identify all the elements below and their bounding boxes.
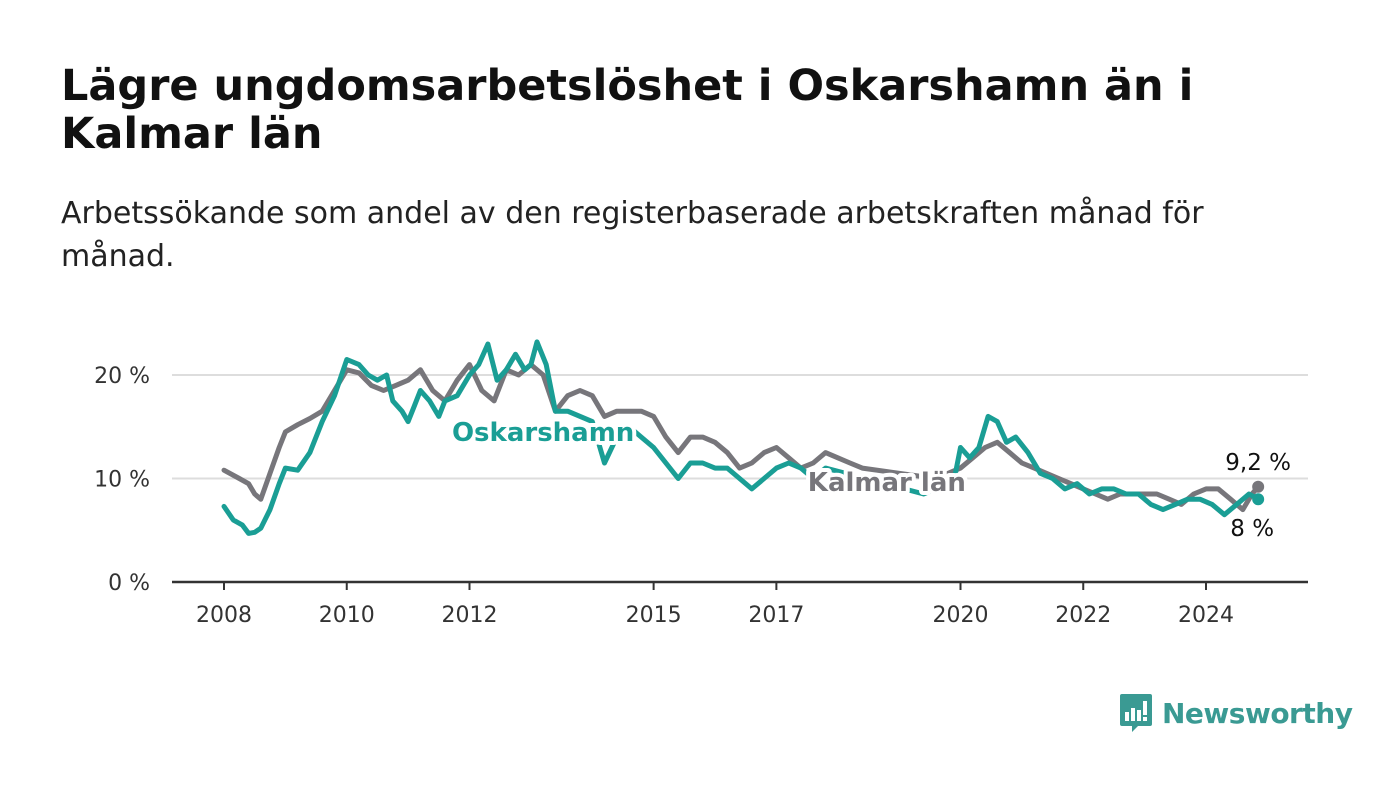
x-tick-label: 2020	[933, 603, 989, 628]
series-label-oskarshamn-text: Oskarshamn	[452, 418, 634, 448]
x-tick-label: 2010	[319, 603, 375, 628]
chart-title: Lägre ungdomsarbetslöshet i Oskarshamn ä…	[61, 61, 1194, 159]
end-label-oskarshamn-text: 8 %	[1230, 516, 1274, 542]
series-lines	[221, 339, 1265, 536]
x-tick-label: 2012	[442, 603, 498, 628]
x-tick-label: 2008	[196, 603, 252, 628]
series-line-kalmar-län	[221, 362, 1261, 513]
series-label-oskarshamn-halo: Oskarshamn	[452, 418, 634, 448]
newsworthy-logo-text: Newsworthy	[1162, 696, 1353, 730]
x-tick-label: 2015	[626, 603, 682, 628]
grid-lines	[172, 374, 1308, 480]
y-axis-ticks: 0 % 10 % 20 %	[94, 364, 150, 596]
x-tick-label: 2022	[1055, 603, 1111, 628]
end-label-oskarshamn: 8 %8 %	[1226, 512, 1278, 546]
x-tick-label: 2024	[1178, 603, 1234, 628]
end-label-kalmar-lan: 9,2 %9,2 %	[1221, 446, 1295, 480]
newsworthy-logo-icon	[1120, 694, 1152, 732]
series-line-oskarshamn	[221, 339, 1261, 536]
chart-subtitle: Arbetssökande som andel av den registerb…	[61, 196, 1204, 274]
series-label-kalmar-lan-halo: Kalmar län	[808, 468, 966, 498]
series-end-point	[1252, 493, 1265, 506]
x-axis-ticks: 2008 2010 2012 2015 2017 2020 2022 2024	[196, 582, 1234, 628]
end-label-kalmar-lan-text: 9,2 %	[1225, 450, 1291, 476]
y-tick-label: 10 %	[94, 468, 150, 493]
series-end-point	[1252, 480, 1265, 493]
y-tick-label: 0 %	[108, 571, 150, 596]
x-tick-label: 2017	[748, 603, 804, 628]
series-label-kalmar-lan-text: Kalmar län	[808, 468, 966, 498]
end-label-oskarshamn-halo: 8 %	[1230, 516, 1274, 542]
y-tick-label: 20 %	[94, 364, 150, 389]
end-label-kalmar-lan-halo: 9,2 %	[1225, 450, 1291, 476]
newsworthy-logo: Newsworthy	[1118, 690, 1353, 736]
